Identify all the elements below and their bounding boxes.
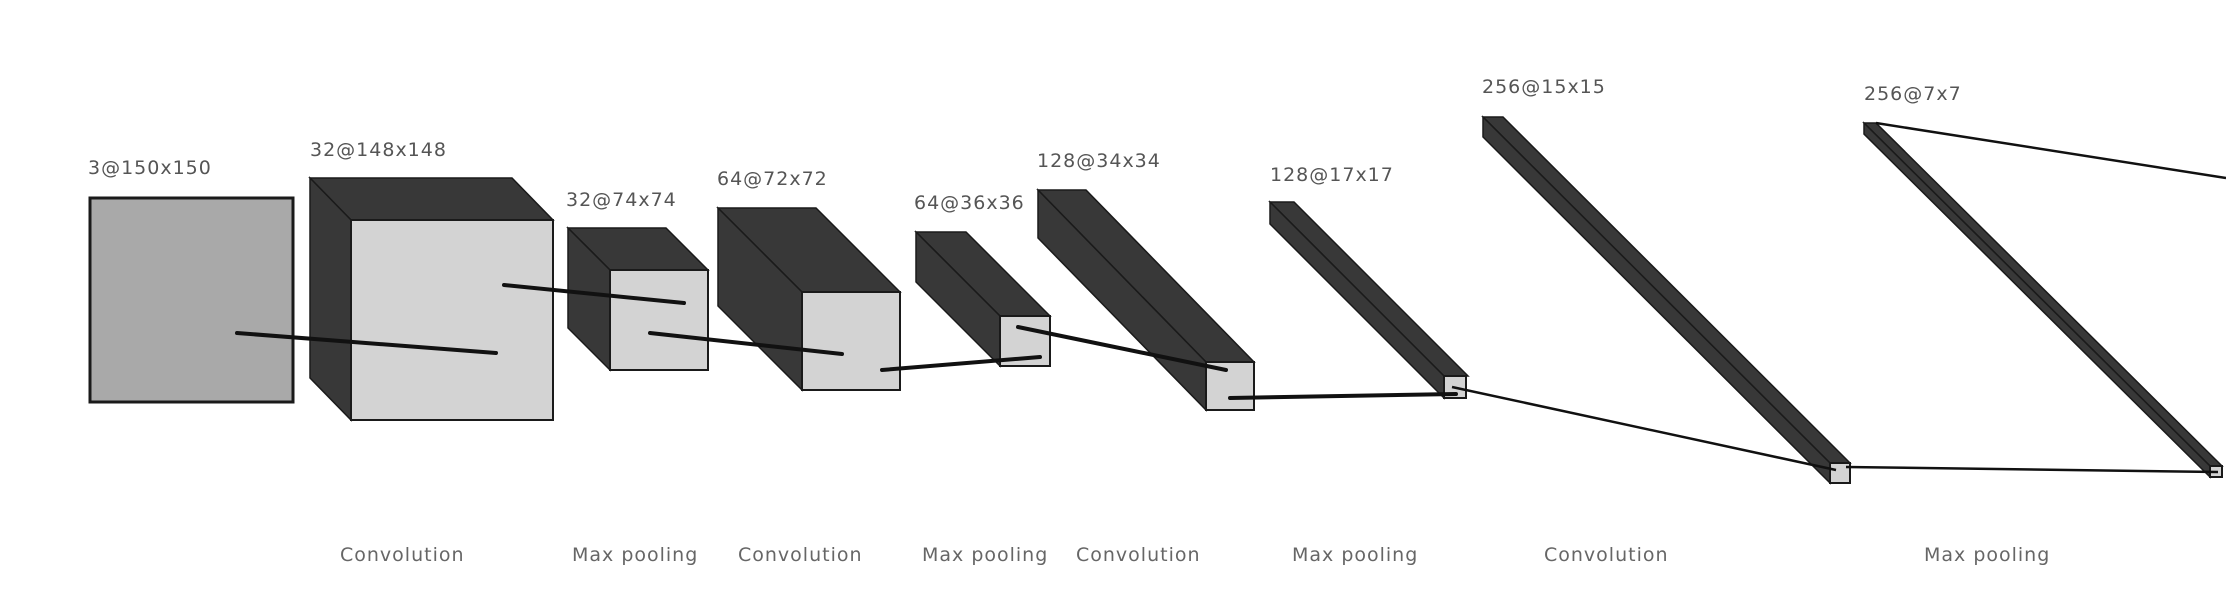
connection-line bbox=[1016, 325, 1228, 372]
operation-label: Convolution bbox=[738, 544, 863, 566]
layer-label: 32@148x148 bbox=[310, 139, 447, 161]
layer-conv3 bbox=[1036, 188, 1256, 412]
operation-label: Max pooling bbox=[1292, 544, 1418, 566]
operation-label: Max pooling bbox=[1924, 544, 2050, 566]
connection-line bbox=[880, 355, 1042, 372]
layer-label: 128@17x17 bbox=[1270, 164, 1394, 186]
layer-conv2 bbox=[716, 206, 902, 392]
layer-label: 256@7x7 bbox=[1864, 83, 1962, 105]
layer-label: 128@34x34 bbox=[1037, 150, 1161, 172]
connection-line bbox=[648, 331, 844, 356]
connection-line bbox=[1451, 385, 1837, 472]
operation-labels: Convolution Max pooling Convolution Max … bbox=[340, 544, 2050, 566]
layer-label: 3@150x150 bbox=[88, 157, 212, 179]
layer-label: 256@15x15 bbox=[1482, 76, 1606, 98]
layer-labels: 3@150x150 32@148x148 32@74x74 64@72x72 6… bbox=[88, 76, 1962, 214]
operation-label: Convolution bbox=[1544, 544, 1669, 566]
layer-label: 32@74x74 bbox=[566, 189, 677, 211]
connection-line bbox=[1228, 392, 1458, 400]
connection-line bbox=[235, 331, 498, 355]
layer-conv1 bbox=[308, 176, 555, 422]
operation-label: Convolution bbox=[1076, 544, 1201, 566]
layer-pool2 bbox=[914, 230, 1052, 368]
connection-line bbox=[502, 283, 686, 305]
layer-label: 64@72x72 bbox=[717, 168, 828, 190]
layer-connections bbox=[235, 121, 2226, 474]
connection-line bbox=[1875, 121, 2226, 180]
connection-line bbox=[1845, 465, 2219, 474]
operation-label: Convolution bbox=[340, 544, 465, 566]
layer-pool1 bbox=[566, 226, 710, 372]
layer-label: 64@36x36 bbox=[914, 192, 1025, 214]
layer-pool4 bbox=[1862, 121, 2224, 479]
layer-input bbox=[88, 196, 295, 404]
layer-conv4 bbox=[1481, 115, 1852, 485]
operation-label: Max pooling bbox=[922, 544, 1048, 566]
operation-label: Max pooling bbox=[572, 544, 698, 566]
layer-pool3 bbox=[1268, 200, 1470, 400]
